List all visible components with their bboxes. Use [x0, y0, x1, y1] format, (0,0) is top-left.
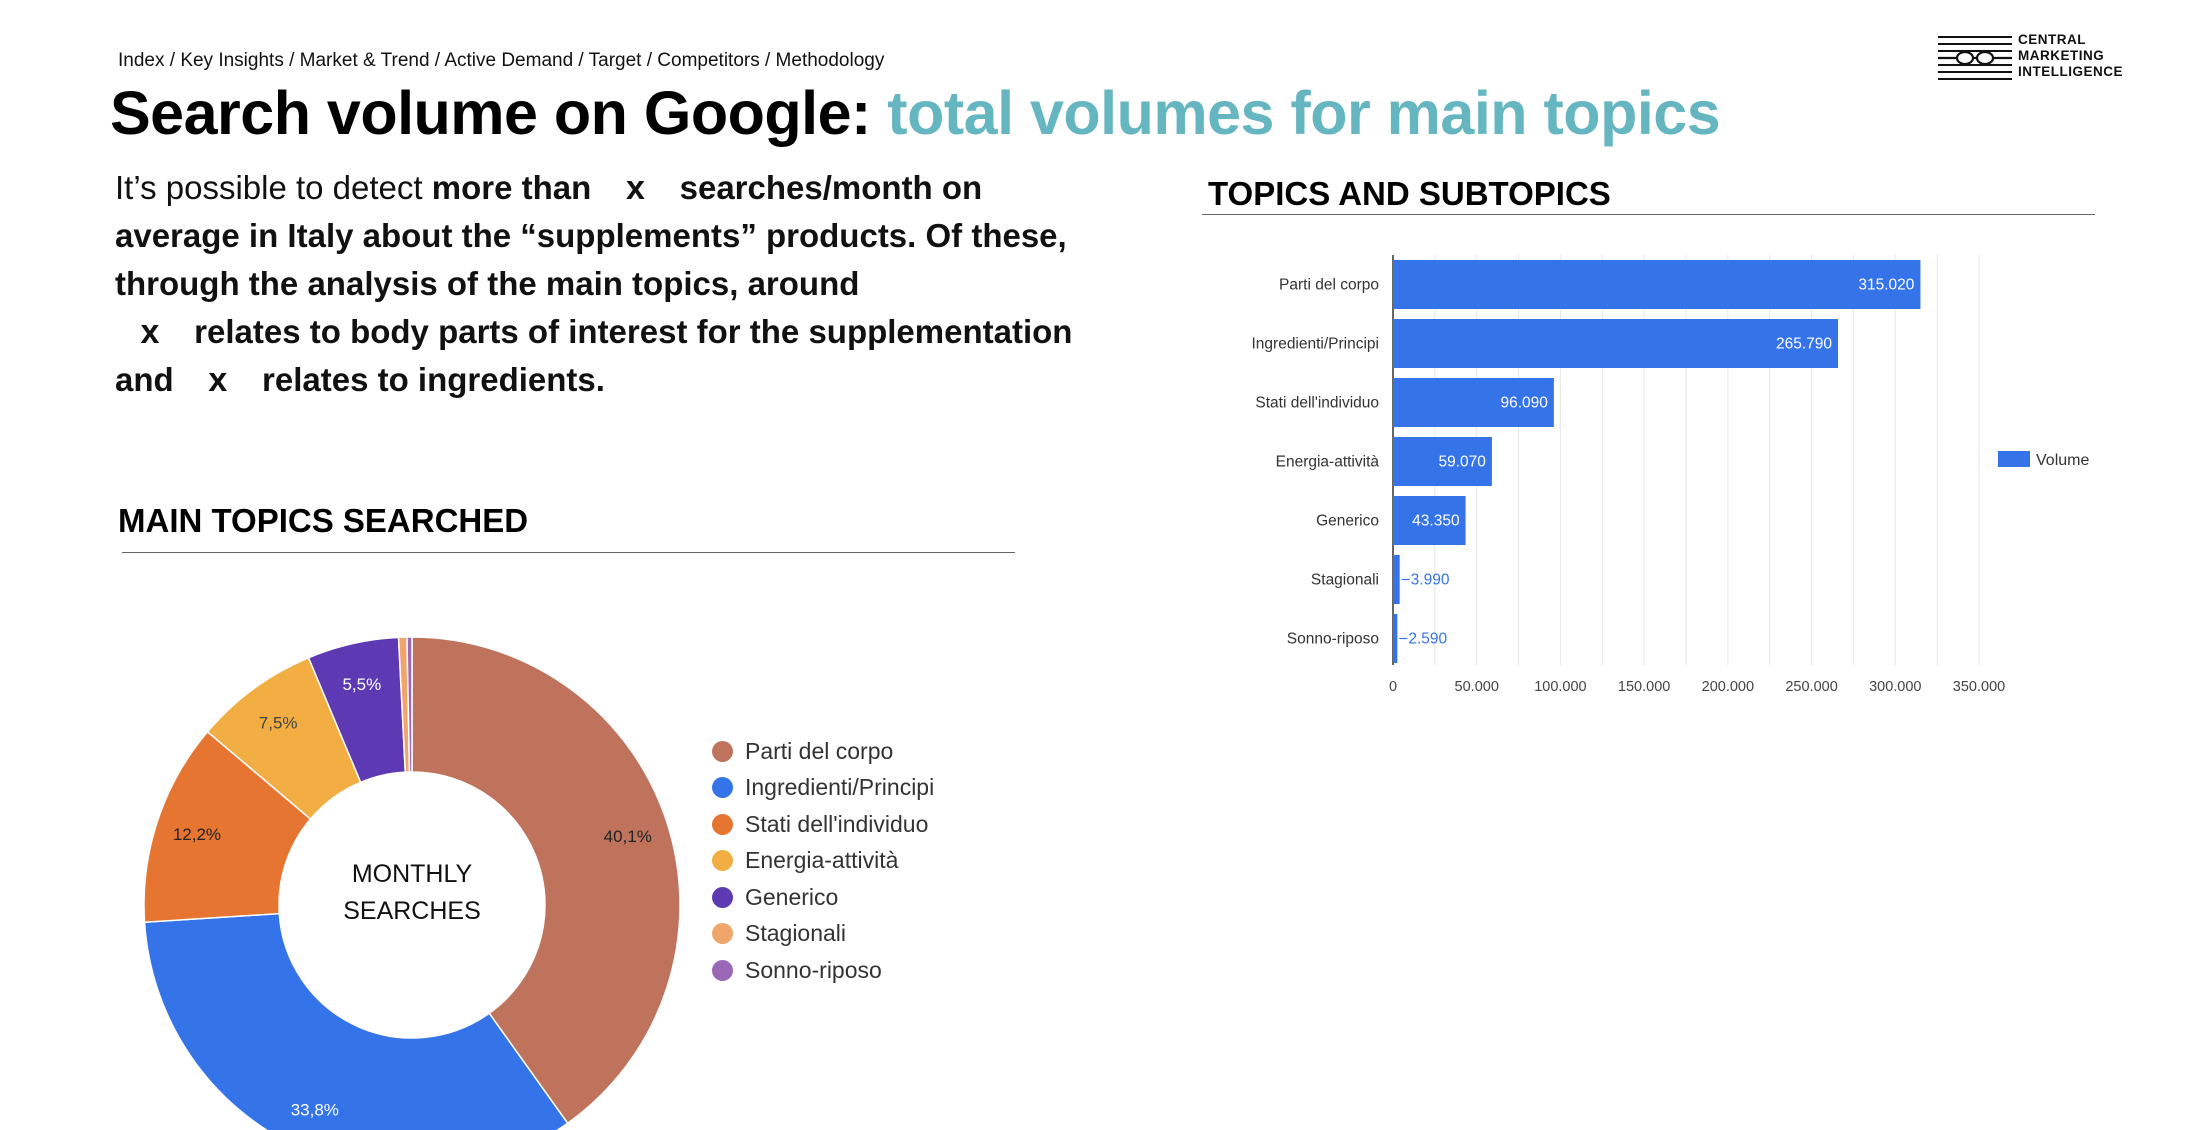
- donut-label-energia-attivita: 7,5%: [259, 713, 298, 732]
- legend-item-stati-dell-individuo: Stati dell'individuo: [712, 806, 934, 843]
- bar-legend: Volume: [1998, 451, 2089, 469]
- bar-energia-attivita: [1393, 437, 1492, 486]
- legend-item-energia-attivita: Energia-attività: [712, 843, 934, 880]
- title-accent: total volumes for main topics: [887, 79, 1721, 147]
- data-label-parti-del-corpo: 315.020: [1858, 277, 1914, 294]
- intro-paragraph: It’s possible to detect more than x sear…: [115, 164, 1115, 404]
- data-label-stagionali: 3.990: [1411, 572, 1450, 589]
- legend-label: Parti del corpo: [745, 737, 894, 764]
- breadcrumb[interactable]: Index / Key Insights / Market & Trend / …: [118, 50, 885, 71]
- legend-label: Stati dell'individuo: [745, 810, 929, 837]
- donut-slice-sonno-riposo: [406, 636, 413, 773]
- legend-swatch: [712, 813, 733, 835]
- bar-chart: 0 50.000 100.000 150.000 200.000 250.000 300.0…: [1251, 255, 2089, 695]
- section-title-topics-subtopics: TOPICS AND SUBTOPICS: [1208, 175, 1611, 212]
- donut-center-line1: MONTHLY: [352, 860, 473, 888]
- logo-text: CENTRAL MARKETING INTELLIGENCE: [2018, 32, 2124, 79]
- intro-text-4: relates to body parts of interest for th…: [115, 313, 1073, 398]
- y-tick-label: Generico: [1316, 513, 1379, 530]
- legend-item-sonno-riposo: Sonno-riposo: [712, 952, 934, 989]
- donut-label-ingredienti-principi: 33,8%: [291, 1101, 339, 1120]
- legend-swatch: [712, 923, 733, 945]
- bar-parti-del-corpo: [1393, 260, 1921, 309]
- intro-text-1: It’s possible to detect: [115, 169, 432, 206]
- x-tick-label: 50.000: [1455, 679, 1499, 695]
- bar-legend-swatch: [1998, 451, 2030, 467]
- data-label-stati-dell-individuo: 96.090: [1500, 395, 1548, 412]
- bar-ingredienti-principi: [1393, 319, 1839, 368]
- x-tick-label: 250.000: [1785, 679, 1837, 695]
- bar-generico: [1393, 496, 1466, 545]
- data-label-energia-attivita: 59.070: [1438, 454, 1486, 471]
- intro-text-2: more than: [431, 169, 592, 206]
- donut-chart: 40,1% 33,8% 12,2% 7,5% 5,5% MONTHLY SEARCHES: [143, 636, 681, 1130]
- x-tick-label: 350.000: [1953, 679, 2005, 695]
- donut-label-stati-dell-individuo: 12,2%: [173, 825, 221, 844]
- donut-slices: [143, 636, 681, 1130]
- donut-label-parti-del-corpo: 40,1%: [604, 827, 652, 846]
- x-tick-label: 300.000: [1869, 679, 1921, 695]
- x-tick-label: 100.000: [1534, 679, 1586, 695]
- x-tick-label: 0: [1389, 679, 1397, 695]
- legend-item-ingredienti-principi: Ingredienti/Principi: [712, 770, 934, 807]
- legend-swatch: [712, 777, 733, 799]
- bar-sonno-riposo: [1393, 614, 1398, 663]
- logo-mark: [1938, 36, 2012, 80]
- donut-slice-stati-dell-individuo: [143, 730, 312, 924]
- legend-item-parti-del-corpo: Parti del corpo: [712, 733, 934, 770]
- legend-swatch: [712, 740, 733, 762]
- donut-legend: Parti del corpo Ingredienti/Principi Stati…: [712, 733, 934, 989]
- x-tick-label: 150.000: [1618, 679, 1670, 695]
- y-tick-label: Stati dell'individuo: [1255, 395, 1379, 412]
- bar-stati-dell-individuo: [1393, 378, 1554, 427]
- intro-text-5: relates to ingredients.: [262, 361, 605, 398]
- x-tick-label: 200.000: [1702, 679, 1754, 695]
- legend-item-stagionali: Stagionali: [712, 916, 934, 953]
- legend-label: Energia-attività: [745, 847, 899, 874]
- bar-bars: Parti del corpo 315.020 Ingredienti/Princi…: [1251, 260, 1921, 663]
- donut-center-line2: SEARCHES: [343, 897, 481, 925]
- section-title-main-topics: MAIN TOPICS SEARCHED: [118, 502, 529, 539]
- legend-label: Ingredienti/Principi: [745, 774, 935, 801]
- data-label-generico: 43.350: [1412, 513, 1460, 530]
- data-label-sonno-riposo: 2.590: [1408, 631, 1447, 648]
- bar-stagionali: [1393, 555, 1400, 604]
- legend-label: Sonno-riposo: [745, 956, 882, 983]
- intro-text-3: searches/month on average in Italy about…: [115, 169, 1067, 302]
- y-tick-label: Energia-attività: [1276, 454, 1380, 471]
- legend-swatch: [712, 850, 733, 872]
- y-tick-label: Parti del corpo: [1279, 277, 1379, 294]
- y-tick-label: Stagionali: [1311, 572, 1379, 589]
- legend-item-generico: Generico: [712, 879, 934, 916]
- logo: CENTRAL MARKETING INTELLIGENCE: [1938, 32, 2148, 84]
- data-label-ingredienti-principi: 265.790: [1776, 336, 1832, 353]
- donut-label-generico: 5,5%: [342, 675, 381, 694]
- placeholder-x-2: x: [140, 313, 160, 351]
- placeholder-x-3: x: [208, 361, 228, 399]
- legend-label: Stagionali: [745, 920, 847, 947]
- y-tick-label: Sonno-riposo: [1287, 631, 1379, 648]
- bar-legend-label: Volume: [2036, 452, 2089, 469]
- title-main: Search volume on Google:: [110, 79, 888, 147]
- y-tick-label: Ingredienti/Principi: [1251, 336, 1379, 353]
- donut-labels: 40,1% 33,8% 12,2% 7,5% 5,5%: [173, 675, 652, 1119]
- donut-slice-parti-del-corpo: [411, 636, 681, 1125]
- legend-swatch: [712, 886, 733, 908]
- divider-main-topics: [122, 552, 1015, 553]
- legend-label: Generico: [745, 883, 839, 910]
- divider-topics-subtopics: [1202, 214, 2095, 215]
- page-title: Search volume on Google: total volumes f…: [110, 78, 1721, 148]
- donut-slice-ingredienti-principi: [143, 912, 569, 1130]
- placeholder-x-1: x: [625, 169, 645, 207]
- legend-swatch: [712, 959, 733, 981]
